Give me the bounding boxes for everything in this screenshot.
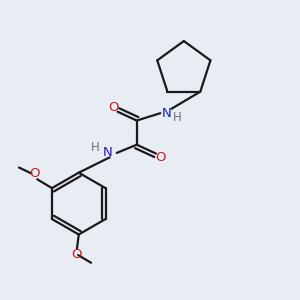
- Text: N: N: [102, 146, 112, 159]
- Text: O: O: [155, 152, 166, 164]
- Text: O: O: [29, 167, 40, 181]
- Text: O: O: [71, 248, 82, 261]
- Text: H: H: [91, 141, 99, 154]
- Text: H: H: [173, 111, 182, 124]
- Text: N: N: [161, 107, 171, 120]
- Text: O: O: [109, 101, 119, 114]
